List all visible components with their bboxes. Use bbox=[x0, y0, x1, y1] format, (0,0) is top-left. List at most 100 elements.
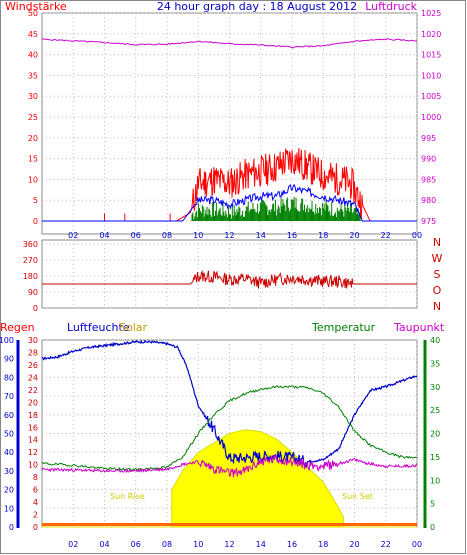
rain-tick-label: 2 bbox=[33, 511, 38, 520]
x-tick-label: 16 bbox=[287, 540, 297, 549]
rain-title: Regen bbox=[0, 321, 35, 334]
x-tick-label: 02 bbox=[68, 540, 78, 549]
pressure-tick-label: 975 bbox=[421, 217, 436, 226]
wind-tick-label: 15 bbox=[28, 155, 38, 164]
rain-tick-label: 14 bbox=[28, 436, 38, 445]
x-tick-label: 08 bbox=[162, 231, 172, 240]
wind-tick-label: 30 bbox=[28, 92, 38, 101]
x-tick-label: 04 bbox=[99, 540, 109, 549]
temperature-tick-label: 0 bbox=[430, 523, 435, 532]
rain-tick-label: 4 bbox=[33, 498, 38, 507]
direction-tick-label: 180 bbox=[23, 272, 38, 281]
temperature-tick-label: 15 bbox=[430, 453, 440, 462]
solar-title: Solar bbox=[119, 321, 148, 334]
x-tick-label: 14 bbox=[256, 231, 266, 240]
x-tick-label: 22 bbox=[381, 231, 391, 240]
sun-rise-label: Sun Rise bbox=[110, 492, 145, 501]
pressure-tick-label: 1015 bbox=[421, 51, 441, 60]
x-tick-label: 00 bbox=[412, 231, 422, 240]
wind-tick-label: 45 bbox=[28, 30, 38, 39]
top-x-axis: 02 04 06 08 10 12 14 16 18 20 22 00 bbox=[68, 231, 422, 240]
wind-tick-label: 50 bbox=[28, 9, 38, 18]
humidity-tick-label: 80 bbox=[4, 373, 14, 382]
x-tick-label: 10 bbox=[193, 540, 203, 549]
sun-set-label: Sun Set bbox=[342, 492, 373, 501]
direction-line bbox=[42, 270, 417, 289]
x-tick-label: 08 bbox=[162, 540, 172, 549]
humidity-tick-label: 100 bbox=[0, 336, 14, 345]
x-tick-label: 18 bbox=[318, 540, 328, 549]
x-tick-label: 02 bbox=[68, 231, 78, 240]
temperature-title: Temperatur bbox=[311, 321, 376, 334]
temperature-tick-label: 20 bbox=[430, 430, 440, 439]
pressure-tick-label: 995 bbox=[421, 134, 436, 143]
rain-tick-label: 8 bbox=[33, 473, 38, 482]
compass-label: S bbox=[434, 268, 441, 281]
rain-tick-label: 6 bbox=[33, 486, 38, 495]
rain-tick-label: 12 bbox=[28, 448, 38, 457]
rain-tick-label: 22 bbox=[28, 386, 38, 395]
temperature-tick-label: 5 bbox=[430, 500, 435, 509]
pressure-tick-label: 1005 bbox=[421, 92, 441, 101]
humidity-tick-label: 50 bbox=[4, 430, 14, 439]
humidity-tick-label: 0 bbox=[9, 523, 14, 532]
dewpoint-line bbox=[41, 453, 418, 478]
wind-tick-label: 40 bbox=[28, 51, 38, 60]
x-tick-label: 18 bbox=[318, 231, 328, 240]
temperature-tick-label: 25 bbox=[430, 406, 440, 415]
temperature-tick-label: 30 bbox=[430, 383, 440, 392]
solar-area bbox=[42, 429, 417, 528]
rain-tick-label: 18 bbox=[28, 411, 38, 420]
rain-tick-label: 16 bbox=[28, 423, 38, 432]
humidity-tick-label: 20 bbox=[4, 486, 14, 495]
x-tick-label: 12 bbox=[224, 231, 234, 240]
wind-tick-label: 5 bbox=[33, 196, 38, 205]
direction-tick-label: 270 bbox=[23, 256, 38, 265]
x-tick-label: 16 bbox=[287, 231, 297, 240]
rain-tick-label: 26 bbox=[28, 361, 38, 370]
rain-tick-label: 10 bbox=[28, 461, 38, 470]
temperature-line bbox=[41, 385, 418, 472]
direction-tick-label: 360 bbox=[23, 240, 38, 249]
direction-tick-label: 90 bbox=[28, 288, 38, 297]
humidity-tick-label: 40 bbox=[4, 448, 14, 457]
humidity-tick-label: 60 bbox=[4, 411, 14, 420]
x-tick-label: 10 bbox=[193, 231, 203, 240]
direction-tick-label: 0 bbox=[33, 304, 38, 313]
top-left-axis: 0 5 10 15 20 25 30 35 40 45 50 bbox=[28, 9, 38, 226]
pressure-tick-label: 985 bbox=[421, 175, 436, 184]
right-axis-title: Luftdruck bbox=[365, 0, 417, 13]
rain-tick-label: 30 bbox=[28, 336, 38, 345]
pressure-tick-label: 990 bbox=[421, 155, 436, 164]
humidity-tick-label: 30 bbox=[4, 467, 14, 476]
x-tick-label: 14 bbox=[256, 540, 266, 549]
wind-tick-label: 35 bbox=[28, 71, 38, 80]
x-tick-label: 00 bbox=[412, 540, 422, 549]
humidity-axis: 0 10 20 30 40 50 60 70 80 90 100 bbox=[0, 336, 14, 532]
wind-line bbox=[42, 183, 417, 222]
x-tick-label: 22 bbox=[381, 540, 391, 549]
humidity-tick-label: 70 bbox=[4, 392, 14, 401]
compass-label: O bbox=[433, 284, 442, 297]
x-tick-label: 20 bbox=[349, 231, 359, 240]
middle-panel-frame bbox=[41, 239, 418, 309]
top-right-axis: 975 980 985 990 995 1000 1005 1010 1015 1020 1025 bbox=[421, 9, 441, 226]
wind-tick-label: 20 bbox=[28, 134, 38, 143]
wind-bars bbox=[104, 196, 362, 221]
humidity-tick-label: 10 bbox=[4, 504, 14, 513]
x-tick-label: 04 bbox=[99, 231, 109, 240]
humidity-line bbox=[41, 339, 418, 469]
temperature-tick-label: 40 bbox=[430, 336, 440, 345]
rain-tick-label: 24 bbox=[28, 373, 38, 382]
middle-left-axis: 0 90 180 270 360 bbox=[23, 240, 38, 313]
humidity-tick-label: 90 bbox=[4, 355, 14, 364]
x-tick-label: 20 bbox=[349, 540, 359, 549]
temperature-tick-label: 35 bbox=[430, 359, 440, 368]
compass-label: N bbox=[433, 300, 441, 313]
wind-tick-label: 25 bbox=[28, 113, 38, 122]
rain-tick-label: 20 bbox=[28, 398, 38, 407]
x-tick-label: 06 bbox=[131, 540, 141, 549]
humidity-title: Luftfeuchte bbox=[67, 321, 130, 334]
